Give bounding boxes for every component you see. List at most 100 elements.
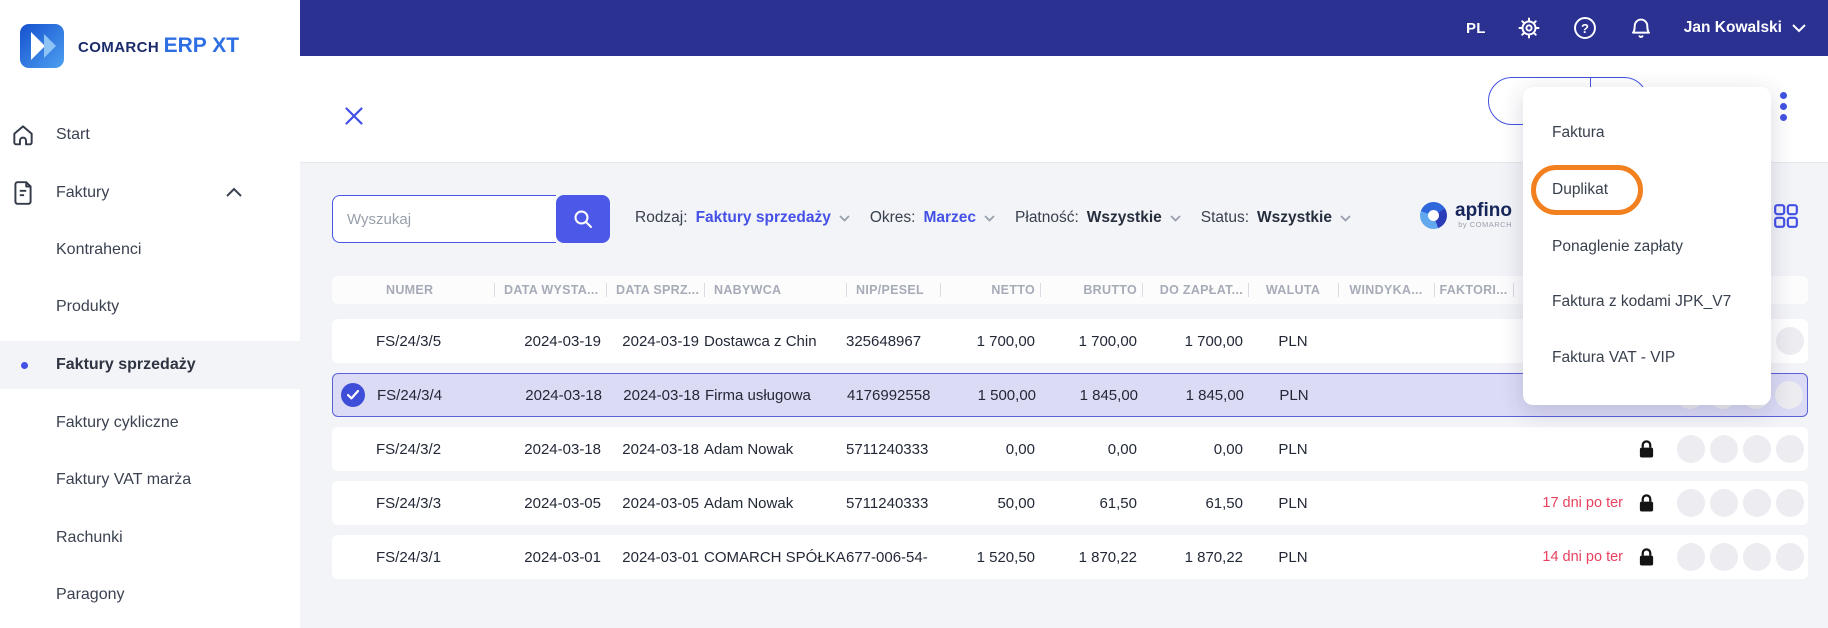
menu-item-duplikat[interactable]: Duplikat [1552, 181, 1608, 198]
row-check-cell[interactable] [332, 319, 376, 363]
row-check-cell[interactable] [332, 535, 376, 579]
user-menu[interactable]: Jan Kowalski [1684, 19, 1806, 37]
cell-data-sprzedazy: 2024-03-18 [623, 386, 700, 404]
filter-value: Faktury sprzedaży [695, 209, 831, 226]
sidebar-item-label: Produkty [56, 298, 120, 315]
home-icon [13, 125, 33, 146]
column-header-data-sprzedazy[interactable]: DATA SPRZ... [606, 276, 704, 304]
cell-nabywca: COMARCH SPÓŁKA [704, 548, 846, 566]
chevron-up-icon[interactable] [226, 187, 242, 197]
settings-button[interactable] [1516, 15, 1542, 41]
filter-status[interactable]: Status: Wszystkie [1201, 209, 1351, 227]
cell-nip: 5711240333 [846, 494, 929, 512]
column-header-waluta[interactable]: WALUTA [1248, 276, 1338, 304]
menu-item-ponaglenie-zaplaty[interactable]: Ponaglenie zapłaty [1552, 238, 1683, 255]
table-row[interactable]: FS/24/3/1 2024-03-01 2024-03-01 COMARCH … [332, 535, 1808, 579]
cell-do-zaplaty: 1 700,00 [1184, 332, 1243, 350]
filter-label: Status: [1200, 209, 1249, 226]
cell-brutto: 1 700,00 [1078, 332, 1137, 350]
column-header-data-wystawienia[interactable]: DATA WYSTA... [494, 276, 606, 304]
table-row[interactable]: FS/24/3/3 2024-03-05 2024-03-05 Adam Now… [332, 481, 1808, 525]
action-placeholder-icon[interactable] [1677, 543, 1705, 571]
filter-label: Okres: [869, 209, 916, 226]
cell-nabywca: Firma usługowa [705, 386, 811, 404]
sidebar-item-produkty[interactable]: Produkty [0, 283, 300, 331]
column-header-brutto[interactable]: BRUTTO [1040, 276, 1142, 304]
cell-data-sprzedazy: 2024-03-18 [622, 440, 699, 458]
action-placeholder-icon[interactable] [1710, 543, 1738, 571]
apfino-icon [1420, 202, 1447, 229]
column-header-numer[interactable]: NUMER [386, 283, 434, 297]
chevron-down-icon [1792, 23, 1806, 32]
gear-icon [1518, 17, 1540, 39]
cell-nabywca: Dostawca z Chin [704, 332, 817, 350]
grid-view-icon[interactable] [1773, 203, 1799, 229]
column-header-nabywca[interactable]: NABYWCA [704, 276, 846, 304]
sidebar-item-faktury-cykliczne[interactable]: Faktury cykliczne [0, 399, 300, 447]
close-icon[interactable] [345, 107, 363, 125]
cell-netto: 1 520,50 [976, 548, 1035, 566]
top-bar: PL ? Jan Kowalski [300, 0, 1828, 56]
sidebar-item-start[interactable]: Start [0, 111, 300, 159]
apfino-logo[interactable]: apfino by COMARCH [1420, 201, 1512, 229]
action-placeholder-icon[interactable] [1776, 327, 1804, 355]
lock-icon [1639, 494, 1654, 512]
brand-logo[interactable]: COMARCH ERP XT [20, 24, 239, 68]
row-check-cell[interactable] [332, 481, 376, 525]
action-placeholder-icon[interactable] [1743, 543, 1771, 571]
sidebar-item-rachunki[interactable]: Rachunki [0, 514, 300, 562]
row-check-cell[interactable] [333, 374, 377, 416]
column-header-windykacja[interactable]: WINDYKA... [1338, 276, 1434, 304]
column-header-do-zaplaty[interactable]: DO ZAPŁAT... [1142, 276, 1248, 304]
action-placeholder-icon[interactable] [1710, 489, 1738, 517]
menu-item-faktura-vat-vip[interactable]: Faktura VAT - VIP [1552, 349, 1676, 366]
action-placeholder-icon[interactable] [1677, 489, 1705, 517]
cell-netto: 1 700,00 [976, 332, 1035, 350]
sidebar-item-faktury-vat-marza[interactable]: Faktury VAT marża [0, 456, 300, 504]
cell-numer: FS/24/3/2 [376, 440, 442, 458]
cell-data-sprzedazy: 2024-03-19 [622, 332, 699, 350]
notifications-button[interactable] [1628, 15, 1654, 41]
search-input[interactable] [332, 195, 556, 243]
cell-data-wystawienia: 2024-03-01 [524, 548, 601, 566]
help-button[interactable]: ? [1572, 15, 1598, 41]
kebab-menu-icon[interactable] [1780, 92, 1788, 121]
language-selector[interactable]: PL [1466, 19, 1486, 37]
row-check-cell[interactable] [332, 427, 376, 471]
cell-brutto: 1 845,00 [1079, 386, 1138, 404]
row-action-icons[interactable] [1664, 427, 1808, 471]
column-header-nip-pesel[interactable]: NIP/PESEL [846, 276, 940, 304]
menu-item-faktura-jpk-v7[interactable]: Faktura z kodami JPK_V7 [1552, 293, 1732, 310]
action-placeholder-icon[interactable] [1677, 435, 1705, 463]
row-action-icons[interactable] [1664, 535, 1808, 579]
action-placeholder-icon[interactable] [1776, 435, 1804, 463]
brand-line2: ERP XT [163, 34, 240, 57]
column-header-termin [1513, 276, 1629, 304]
column-header-faktoring[interactable]: FAKTORI... [1434, 276, 1513, 304]
cell-nabywca: Adam Nowak [704, 494, 794, 512]
sidebar-item-kontrahenci[interactable]: Kontrahenci [0, 226, 300, 274]
action-placeholder-icon[interactable] [1710, 435, 1738, 463]
filter-bar: Rodzaj: Faktury sprzedaży Okres: Marzec … [635, 194, 1351, 242]
row-action-icons[interactable] [1664, 481, 1808, 525]
sidebar-item-faktury[interactable]: Faktury [0, 169, 300, 217]
sidebar-item-paragony[interactable]: Paragony [0, 571, 300, 619]
column-header-netto[interactable]: NETTO [940, 276, 1040, 304]
table-row[interactable]: FS/24/3/2 2024-03-18 2024-03-18 Adam Now… [332, 427, 1808, 471]
action-placeholder-icon[interactable] [1775, 381, 1803, 409]
action-placeholder-icon[interactable] [1743, 435, 1771, 463]
search-button[interactable] [556, 195, 610, 243]
action-placeholder-icon[interactable] [1776, 489, 1804, 517]
cell-windykacja [1338, 427, 1434, 471]
filter-platnosc[interactable]: Płatność: Wszystkie [1015, 209, 1181, 227]
filter-rodzaj[interactable]: Rodzaj: Faktury sprzedaży [635, 209, 850, 227]
action-placeholder-icon[interactable] [1776, 543, 1804, 571]
menu-item-faktura[interactable]: Faktura [1552, 124, 1605, 141]
cell-data-wystawienia: 2024-03-18 [525, 386, 602, 404]
cell-numer: FS/24/3/3 [376, 494, 442, 512]
cell-termin [1513, 427, 1629, 471]
action-placeholder-icon[interactable] [1743, 489, 1771, 517]
filter-okres[interactable]: Okres: Marzec [870, 209, 995, 227]
brand-line1: COMARCH [78, 39, 160, 56]
sidebar-item-faktury-sprzedazy[interactable]: Faktury sprzedaży [0, 341, 300, 389]
